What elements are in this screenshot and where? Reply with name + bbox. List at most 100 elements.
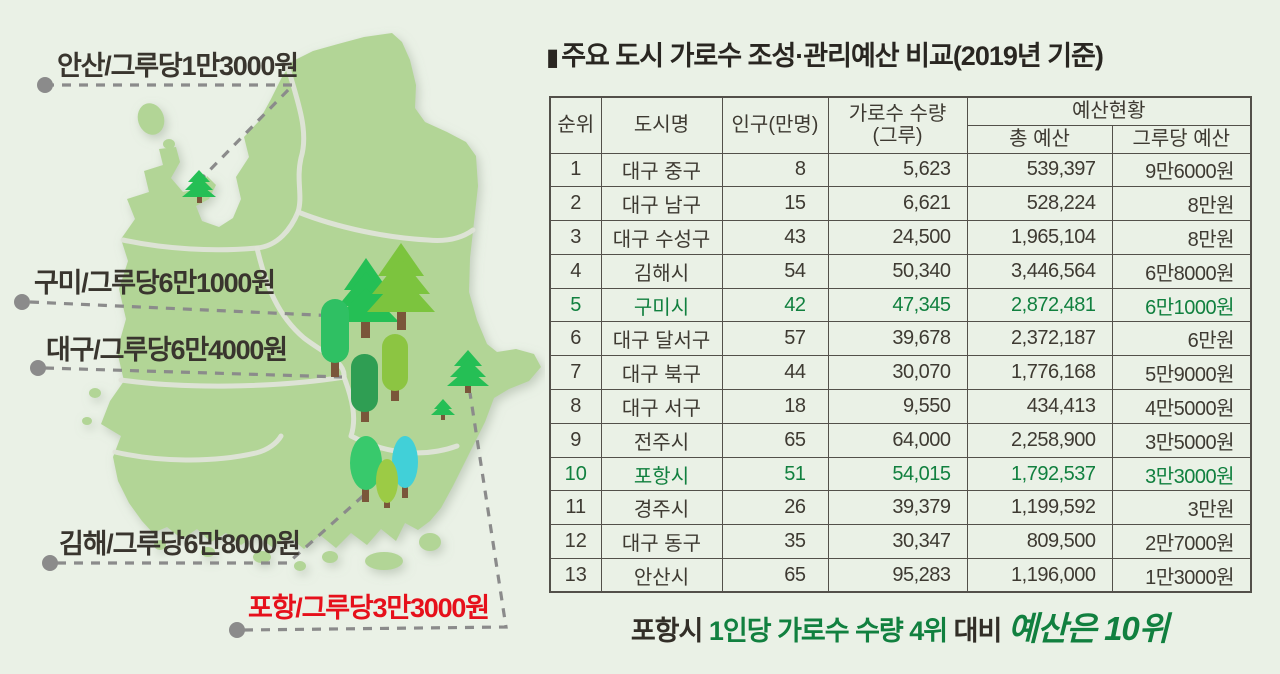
cell-total: 1,196,000 [966, 558, 1113, 593]
cell-total: 809,500 [966, 524, 1113, 560]
table-row: 12 대구 동구 35 30,347 809,500 2만7000원 [549, 524, 1252, 560]
header-population: 인구(만명) [721, 96, 829, 154]
title-bullet-icon: ▮ [546, 44, 559, 71]
cell-total: 1,199,592 [966, 490, 1113, 526]
cell-per-tree: 8만원 [1111, 220, 1252, 255]
conclusion-versus: 대비 [947, 616, 1008, 646]
table-header: 순위 도시명 인구(만명) 가로수 수량 (그루) 예산현황 총 예산 그루당 … [549, 96, 1252, 154]
table-row: 4 김해시 54 50,340 3,446,564 6만8000원 [549, 253, 1252, 289]
round-tree-icon-green [321, 299, 349, 377]
table-row: 3 대구 수성구 43 24,500 1,965,104 8만원 [549, 220, 1252, 255]
cell-trees: 47,345 [827, 287, 968, 323]
cell-total: 3,446,564 [966, 253, 1113, 289]
oval-tree-icon-green [350, 436, 382, 502]
cell-rank: 11 [549, 490, 602, 526]
cell-total: 528,224 [966, 186, 1113, 222]
callout-line-pohang [243, 392, 508, 632]
cell-population: 15 [721, 186, 829, 222]
cell-per-tree: 6만8000원 [1111, 253, 1252, 289]
callout-label-daegu: 대구/그루당6만4000원 [46, 335, 288, 365]
cell-rank: 7 [549, 355, 602, 391]
conclusion-rank-budget: 예산은 10위 [1007, 610, 1169, 647]
header-trees: 가로수 수량 (그루) [827, 96, 968, 154]
page-title-text: 주요 도시 가로수 조성·관리예산 비교(2019년 기준) [561, 41, 1104, 71]
oval-tree-icon-cyan [392, 436, 418, 498]
oval-tree-icon-lightgreen [376, 459, 398, 508]
cell-total: 434,413 [966, 389, 1113, 424]
cell-per-tree: 6만원 [1111, 321, 1252, 357]
korea-map [14, 33, 541, 638]
cell-total: 2,872,481 [966, 287, 1113, 323]
cell-population: 54 [721, 253, 829, 289]
cell-population: 35 [721, 524, 829, 560]
cell-per-tree: 4만5000원 [1111, 389, 1252, 424]
cell-rank: 8 [549, 389, 602, 424]
conclusion-rank-trees: 1인당 가로수 수량 4위 [708, 616, 948, 646]
pine-tree-icon-ansan [182, 170, 216, 203]
callout-dot-gumi [14, 294, 30, 310]
cell-rank: 6 [549, 321, 602, 357]
cell-trees: 95,283 [827, 558, 968, 593]
cell-rank: 3 [549, 220, 602, 255]
cell-rank: 2 [549, 186, 602, 222]
header-trees-line2: (그루) [872, 125, 923, 148]
header-per-tree-budget: 그루당 예산 [1111, 124, 1252, 154]
callout-dot-gimhae [42, 555, 58, 571]
cell-rank: 1 [549, 152, 602, 188]
cell-trees: 64,000 [827, 422, 968, 458]
cell-city: 대구 중구 [600, 152, 723, 188]
korea-landmass [82, 33, 541, 571]
cell-population: 8 [721, 152, 829, 188]
callout-dot-daegu [30, 360, 46, 376]
cell-rank: 9 [549, 422, 602, 458]
cell-city: 포항시 [600, 456, 723, 492]
table-body: 1 대구 중구 8 5,623 539,397 9만6000원 2 대구 남구 15 6,621… [549, 152, 1252, 593]
cell-per-tree: 6만1000원 [1111, 287, 1252, 323]
pine-tree-icon-pohang [447, 350, 489, 393]
cell-per-tree: 8만원 [1111, 186, 1252, 222]
cell-total: 2,372,187 [966, 321, 1113, 357]
cell-per-tree: 3만원 [1111, 490, 1252, 526]
table-row: 9 전주시 65 64,000 2,258,900 3만5000원 [549, 422, 1252, 458]
cell-per-tree: 3만3000원 [1111, 456, 1252, 492]
cell-per-tree: 5만9000원 [1111, 355, 1252, 391]
cell-rank: 5 [549, 287, 602, 323]
table-row: 5 구미시 42 47,345 2,872,481 6만1000원 [549, 287, 1252, 323]
callout-label-gimhae: 김해/그루당6만8000원 [59, 529, 301, 559]
page-title: ▮ 주요 도시 가로수 조성·관리예산 비교(2019년 기준) [546, 34, 1104, 73]
callout-label-pohang: 포항/그루당3만3000원 [248, 593, 490, 623]
cell-population: 51 [721, 456, 829, 492]
cell-trees: 30,070 [827, 355, 968, 391]
cell-rank: 10 [549, 456, 602, 492]
callout-dot-ansan [37, 77, 53, 93]
cell-city: 대구 동구 [600, 524, 723, 560]
round-tree-icon-lightgreen [382, 334, 408, 401]
cell-trees: 50,340 [827, 253, 968, 289]
table-row: 10 포항시 51 54,015 1,792,537 3만3000원 [549, 456, 1252, 492]
callout-label-gumi: 구미/그루당6만1000원 [34, 268, 276, 298]
cell-trees: 39,379 [827, 490, 968, 526]
cell-population: 57 [721, 321, 829, 357]
cell-total: 1,792,537 [966, 456, 1113, 492]
callout-dot-pohang [229, 622, 245, 638]
budget-table: 순위 도시명 인구(만명) 가로수 수량 (그루) 예산현황 총 예산 그루당 … [549, 96, 1253, 594]
cell-total: 1,965,104 [966, 220, 1113, 255]
cell-population: 42 [721, 287, 829, 323]
table-row: 6 대구 달서구 57 39,678 2,372,187 6만원 [549, 321, 1252, 357]
cell-city: 전주시 [600, 422, 723, 458]
cell-trees: 9,550 [827, 389, 968, 424]
cell-trees: 39,678 [827, 321, 968, 357]
cell-population: 43 [721, 220, 829, 255]
cell-per-tree: 9만6000원 [1111, 152, 1252, 188]
cell-city: 대구 서구 [600, 389, 723, 424]
cell-rank: 12 [549, 524, 602, 560]
cell-city: 대구 북구 [600, 355, 723, 391]
table-row: 1 대구 중구 8 5,623 539,397 9만6000원 [549, 152, 1252, 188]
conclusion-city: 포항시 [630, 616, 709, 646]
pine-tree-icon-tiny [431, 399, 455, 420]
cell-population: 44 [721, 355, 829, 391]
cell-trees: 6,621 [827, 186, 968, 222]
cell-trees: 30,347 [827, 524, 968, 560]
table-row: 13 안산시 65 95,283 1,196,000 1만3000원 [549, 558, 1252, 593]
